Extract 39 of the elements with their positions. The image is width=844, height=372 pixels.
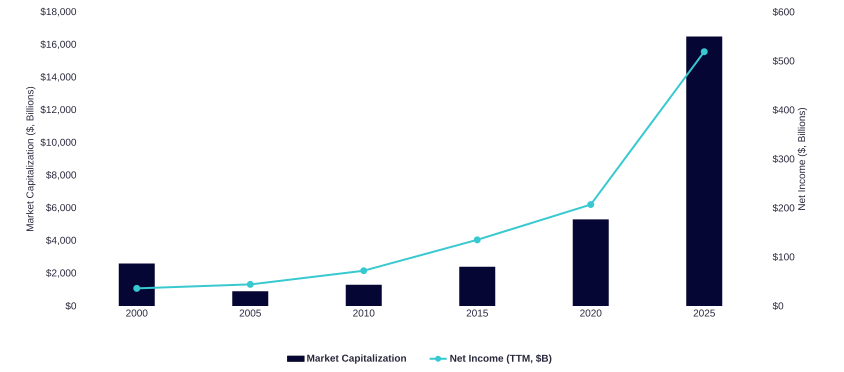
point	[474, 236, 481, 244]
x-tick-label: 2015	[466, 310, 488, 317]
point	[360, 267, 368, 274]
bar	[686, 36, 722, 306]
point	[133, 284, 140, 292]
x-tick-label: 2005	[240, 310, 261, 317]
y-tick-label: $8,000	[46, 170, 76, 180]
y2-tick-label: $400	[772, 106, 794, 114]
y2-tick-label: $300	[772, 154, 794, 164]
y2-tick-label: $0	[772, 302, 784, 310]
legend-label: Net Income (TTM, $B)	[450, 354, 552, 364]
x-tick-label: 2020	[580, 310, 602, 317]
y-tick-label: $0	[65, 302, 76, 310]
bar	[459, 266, 496, 306]
point	[700, 48, 708, 56]
y2-axis-title: Net Income ($, Billions)	[798, 108, 808, 210]
y2-tick-label: $100	[772, 252, 794, 262]
x-tick-label: 2010	[353, 310, 374, 317]
y-tick-label: $10,000	[40, 138, 76, 148]
legend-label: Market Capitalization	[307, 354, 406, 364]
bar	[572, 219, 609, 306]
y-tick-label: $4,000	[46, 236, 76, 246]
y2-tick-label: $600	[772, 8, 794, 16]
y-tick-label: $12,000	[40, 106, 76, 114]
y-tick-label: $14,000	[40, 72, 76, 82]
y-tick-label: $6,000	[46, 204, 76, 212]
y-tick-label: $18,000	[40, 8, 76, 16]
y-tick-label: $16,000	[40, 40, 76, 50]
y2-tick-label: $500	[772, 56, 794, 66]
y2-tick-label: $200	[772, 204, 794, 212]
bar	[232, 291, 268, 306]
bar	[118, 264, 155, 306]
y-axis-title: Market Capitalization ($, Billions)	[26, 86, 36, 231]
point	[587, 201, 594, 208]
point	[246, 280, 254, 288]
x-tick-label: 2025	[694, 310, 715, 317]
x-tick-label: 2000	[126, 310, 148, 317]
bar	[346, 284, 382, 306]
y-tick-label: $2,000	[46, 268, 76, 278]
